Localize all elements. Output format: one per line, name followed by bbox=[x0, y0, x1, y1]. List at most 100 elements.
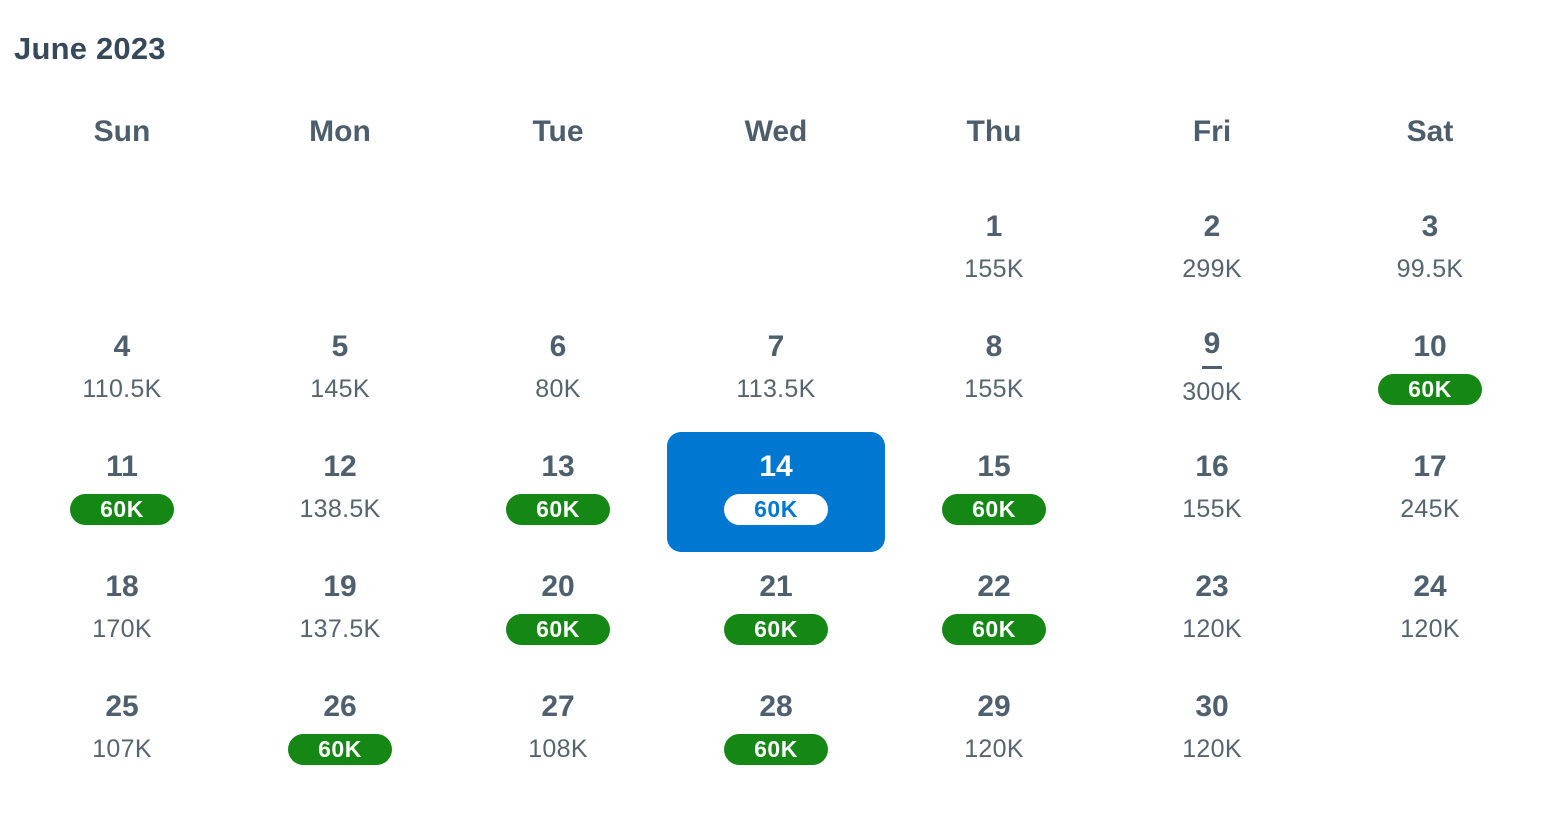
day-number: 7 bbox=[767, 330, 785, 363]
day-cell-10[interactable]: 10 60K bbox=[1321, 312, 1539, 432]
day-number: 3 bbox=[1421, 210, 1439, 243]
day-number: 26 bbox=[323, 690, 357, 723]
day-number: 12 bbox=[323, 450, 357, 483]
price-label: 110.5K bbox=[82, 375, 162, 403]
award-pill: 60K bbox=[724, 614, 828, 645]
day-cell-1[interactable]: 1 155K bbox=[885, 192, 1103, 312]
day-number: 6 bbox=[549, 330, 567, 363]
price-label: 120K bbox=[1182, 615, 1242, 643]
day-number: 20 bbox=[541, 570, 575, 603]
day-number: 16 bbox=[1195, 450, 1229, 483]
price-label: 245K bbox=[1400, 495, 1460, 523]
day-cell-30[interactable]: 30 120K bbox=[1103, 672, 1321, 792]
day-cell-8[interactable]: 8 155K bbox=[885, 312, 1103, 432]
price-label: 138.5K bbox=[299, 495, 381, 523]
weekday-header-row: Sun Mon Tue Wed Thu Fri Sat bbox=[13, 112, 1539, 152]
award-pill: 60K bbox=[724, 734, 828, 765]
weekday-mon: Mon bbox=[309, 115, 371, 148]
award-pill: 60K bbox=[942, 494, 1046, 525]
day-number: 30 bbox=[1195, 690, 1229, 723]
day-cell-3[interactable]: 3 99.5K bbox=[1321, 192, 1539, 312]
day-cell-27[interactable]: 27 108K bbox=[449, 672, 667, 792]
day-cell-20[interactable]: 20 60K bbox=[449, 552, 667, 672]
day-cell-17[interactable]: 17 245K bbox=[1321, 432, 1539, 552]
day-cell-2[interactable]: 2 299K bbox=[1103, 192, 1321, 312]
day-number: 13 bbox=[541, 450, 575, 483]
day-cell-21[interactable]: 21 60K bbox=[667, 552, 885, 672]
day-cell-4[interactable]: 4 110.5K bbox=[13, 312, 231, 432]
price-label: 155K bbox=[1182, 495, 1242, 523]
day-number: 18 bbox=[105, 570, 139, 603]
price-label: 120K bbox=[964, 735, 1024, 763]
day-cell-25[interactable]: 25 107K bbox=[13, 672, 231, 792]
award-pill: 60K bbox=[506, 494, 610, 525]
price-label: 145K bbox=[310, 375, 370, 403]
price-label: 120K bbox=[1400, 615, 1460, 643]
day-cell-19[interactable]: 19 137.5K bbox=[231, 552, 449, 672]
day-cell-5[interactable]: 5 145K bbox=[231, 312, 449, 432]
day-number: 8 bbox=[985, 330, 1003, 363]
day-cell-22[interactable]: 22 60K bbox=[885, 552, 1103, 672]
day-number: 27 bbox=[541, 690, 575, 723]
day-number: 17 bbox=[1413, 450, 1447, 483]
award-pill: 60K bbox=[70, 494, 174, 525]
award-pill: 60K bbox=[942, 614, 1046, 645]
day-cell-23[interactable]: 23 120K bbox=[1103, 552, 1321, 672]
award-pill: 60K bbox=[724, 494, 828, 525]
day-cell-12[interactable]: 12 138.5K bbox=[231, 432, 449, 552]
price-label: 113.5K bbox=[736, 375, 816, 403]
weekday-sun: Sun bbox=[93, 115, 151, 148]
empty-day-cell bbox=[449, 192, 667, 312]
award-pill: 60K bbox=[288, 734, 392, 765]
price-label: 300K bbox=[1182, 378, 1242, 406]
month-title: June 2023 bbox=[14, 31, 166, 66]
price-label: 299K bbox=[1182, 255, 1242, 283]
day-number: 2 bbox=[1203, 210, 1221, 243]
empty-day-cell bbox=[231, 192, 449, 312]
day-number: 22 bbox=[977, 570, 1011, 603]
day-number: 14 bbox=[759, 450, 793, 483]
empty-day-cell bbox=[13, 192, 231, 312]
weekday-sat: Sat bbox=[1406, 115, 1454, 148]
day-number: 4 bbox=[113, 330, 131, 363]
award-pill: 60K bbox=[506, 614, 610, 645]
day-number: 15 bbox=[977, 450, 1011, 483]
award-pill: 60K bbox=[1378, 374, 1482, 405]
weekday-thu: Thu bbox=[966, 115, 1022, 148]
day-number: 23 bbox=[1195, 570, 1229, 603]
price-label: 155K bbox=[964, 375, 1024, 403]
day-number: 11 bbox=[106, 450, 138, 483]
weekday-wed: Wed bbox=[744, 115, 808, 148]
price-label: 108K bbox=[528, 735, 588, 763]
day-cell-7[interactable]: 7 113.5K bbox=[667, 312, 885, 432]
day-number: 28 bbox=[759, 690, 793, 723]
day-cell-29[interactable]: 29 120K bbox=[885, 672, 1103, 792]
day-cell-24[interactable]: 24 120K bbox=[1321, 552, 1539, 672]
day-cell-13[interactable]: 13 60K bbox=[449, 432, 667, 552]
price-label: 99.5K bbox=[1396, 255, 1464, 283]
price-label: 170K bbox=[92, 615, 152, 643]
day-cell-18[interactable]: 18 170K bbox=[13, 552, 231, 672]
price-label: 120K bbox=[1182, 735, 1242, 763]
day-cell-15[interactable]: 15 60K bbox=[885, 432, 1103, 552]
day-cell-11[interactable]: 11 60K bbox=[13, 432, 231, 552]
day-cell-14[interactable]: 14 60K bbox=[667, 432, 885, 552]
day-number: 25 bbox=[105, 690, 139, 723]
day-cell-16[interactable]: 16 155K bbox=[1103, 432, 1321, 552]
price-label: 137.5K bbox=[299, 615, 381, 643]
weekday-fri: Fri bbox=[1192, 115, 1232, 148]
day-number: 10 bbox=[1413, 330, 1447, 363]
empty-day-cell bbox=[1321, 672, 1539, 792]
day-cell-26[interactable]: 26 60K bbox=[231, 672, 449, 792]
calendar-grid: 1 155K 2 299K 3 99.5K 4 110.5K 5 145K 6 … bbox=[13, 192, 1539, 792]
day-cell-9[interactable]: 9 300K bbox=[1103, 312, 1321, 432]
day-cell-28[interactable]: 28 60K bbox=[667, 672, 885, 792]
award-calendar-page: June 2023 Sun Mon Tue Wed Thu Fri Sat 1 … bbox=[0, 30, 1552, 840]
day-number: 9 bbox=[1201, 325, 1223, 369]
day-number: 29 bbox=[977, 690, 1011, 723]
price-label: 107K bbox=[92, 735, 152, 763]
day-number: 19 bbox=[323, 570, 357, 603]
price-label: 80K bbox=[535, 375, 581, 403]
day-cell-6[interactable]: 6 80K bbox=[449, 312, 667, 432]
price-label: 155K bbox=[964, 255, 1024, 283]
